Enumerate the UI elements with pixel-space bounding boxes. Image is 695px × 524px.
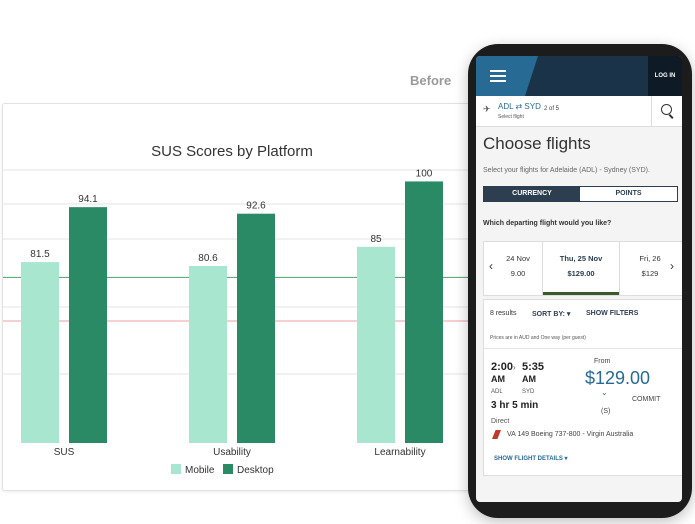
results-panel: 8 results SORT BY: ▾ SHOW FILTERS Prices…: [483, 299, 682, 476]
legend-swatch: [223, 464, 233, 474]
data-label: 80.6: [198, 253, 218, 264]
depart-airport: ADL: [491, 389, 503, 395]
tick-label: SUS: [54, 447, 75, 458]
step-indicator: 2 of 5: [544, 106, 560, 112]
phone-screen: LOG IN ✈ ADL ⇄ SYD Select flight 2 of 5 …: [476, 56, 682, 502]
legend-swatch: [171, 464, 181, 474]
date-tab-selected[interactable]: Thu, 25 Nov $129.00: [542, 242, 620, 295]
search-icon[interactable]: [651, 96, 682, 126]
depart-ampm: AM: [491, 374, 505, 384]
chart-card: SUS Scores by Platform 81.5 94.1 SUS 80.6 92.…: [2, 103, 524, 491]
chart-title: SUS Scores by Platform: [151, 143, 313, 160]
stops-label: Direct: [491, 418, 510, 425]
fare-name: COMMIT: [632, 396, 661, 403]
sort-by-button[interactable]: SORT BY: ▾: [532, 311, 571, 318]
route-label: ADL ⇄ SYD: [498, 102, 541, 111]
depart-time: 2:00: [491, 361, 514, 373]
before-label: Before: [410, 73, 452, 88]
airline-logo-icon: [492, 430, 501, 439]
price-note: Prices are in AUD and One way (per guest…: [490, 335, 586, 341]
bar-desktop: [69, 207, 107, 443]
page-title: Choose flights: [483, 134, 591, 153]
bar-desktop: [237, 213, 275, 443]
app-header: LOG IN: [476, 56, 682, 96]
date-carousel: ‹ 24 Nov 9.00 Thu, 25 Nov $129.00 Fri, 2…: [483, 241, 682, 296]
flight-subheader: ✈ ADL ⇄ SYD Select flight 2 of 5: [476, 96, 682, 127]
arrive-time: 5:35: [522, 361, 545, 373]
data-label: 85: [370, 234, 382, 245]
data-label: 94.1: [78, 194, 98, 205]
date-tab[interactable]: Fri, 26 $129: [639, 254, 661, 278]
chevron-right-icon[interactable]: ›: [670, 259, 674, 273]
chevron-down-icon[interactable]: ⌄: [601, 388, 608, 397]
tick-label: Usability: [213, 447, 251, 458]
arrive-airport: SYD: [522, 389, 535, 395]
points-tab[interactable]: POINTS: [615, 190, 642, 197]
flight-duration: 3 hr 5 min: [491, 400, 539, 411]
page-subtitle: Select your flights for Adelaide (ADL) -…: [483, 167, 650, 174]
legend-label: Desktop: [237, 465, 274, 476]
results-count: 8 results: [490, 310, 517, 317]
bar-desktop: [405, 181, 443, 443]
fare-flag: (S): [601, 408, 611, 415]
tick-label: Learnability: [374, 447, 425, 458]
show-filters-button[interactable]: SHOW FILTERS: [586, 310, 639, 317]
departing-question: Which departing flight would you like?: [483, 220, 612, 227]
data-label: 81.5: [30, 249, 50, 260]
bar-mobile: [189, 266, 227, 443]
bar-mobile: [21, 262, 59, 443]
plane-icon: ✈: [483, 104, 491, 114]
arrow-right-icon: ›: [513, 363, 516, 372]
data-label: 92.6: [246, 201, 266, 212]
chevron-left-icon[interactable]: ‹: [489, 259, 493, 273]
currency-points-toggle: CURRENCY POINTS: [483, 186, 678, 202]
data-label: 100: [416, 168, 433, 179]
login-button[interactable]: LOG IN: [648, 56, 682, 96]
show-flight-details-link[interactable]: SHOW FLIGHT DETAILS ▾: [494, 456, 568, 462]
hamburger-menu-icon[interactable]: [490, 70, 506, 82]
sus-bar-chart: SUS Scores by Platform 81.5 94.1 SUS 80.6 92.…: [3, 143, 473, 476]
fare-price[interactable]: $129.00: [585, 368, 651, 388]
from-label: From: [594, 358, 611, 365]
bar-mobile: [357, 246, 395, 443]
legend-label: Mobile: [185, 465, 215, 476]
arrive-ampm: AM: [522, 374, 536, 384]
flight-info: VA 149 Boeing 737-800 - Virgin Australia: [507, 431, 634, 438]
currency-tab[interactable]: CURRENCY: [484, 187, 580, 201]
date-tab[interactable]: 24 Nov 9.00: [506, 254, 530, 278]
select-flight-label: Select flight: [498, 114, 524, 120]
